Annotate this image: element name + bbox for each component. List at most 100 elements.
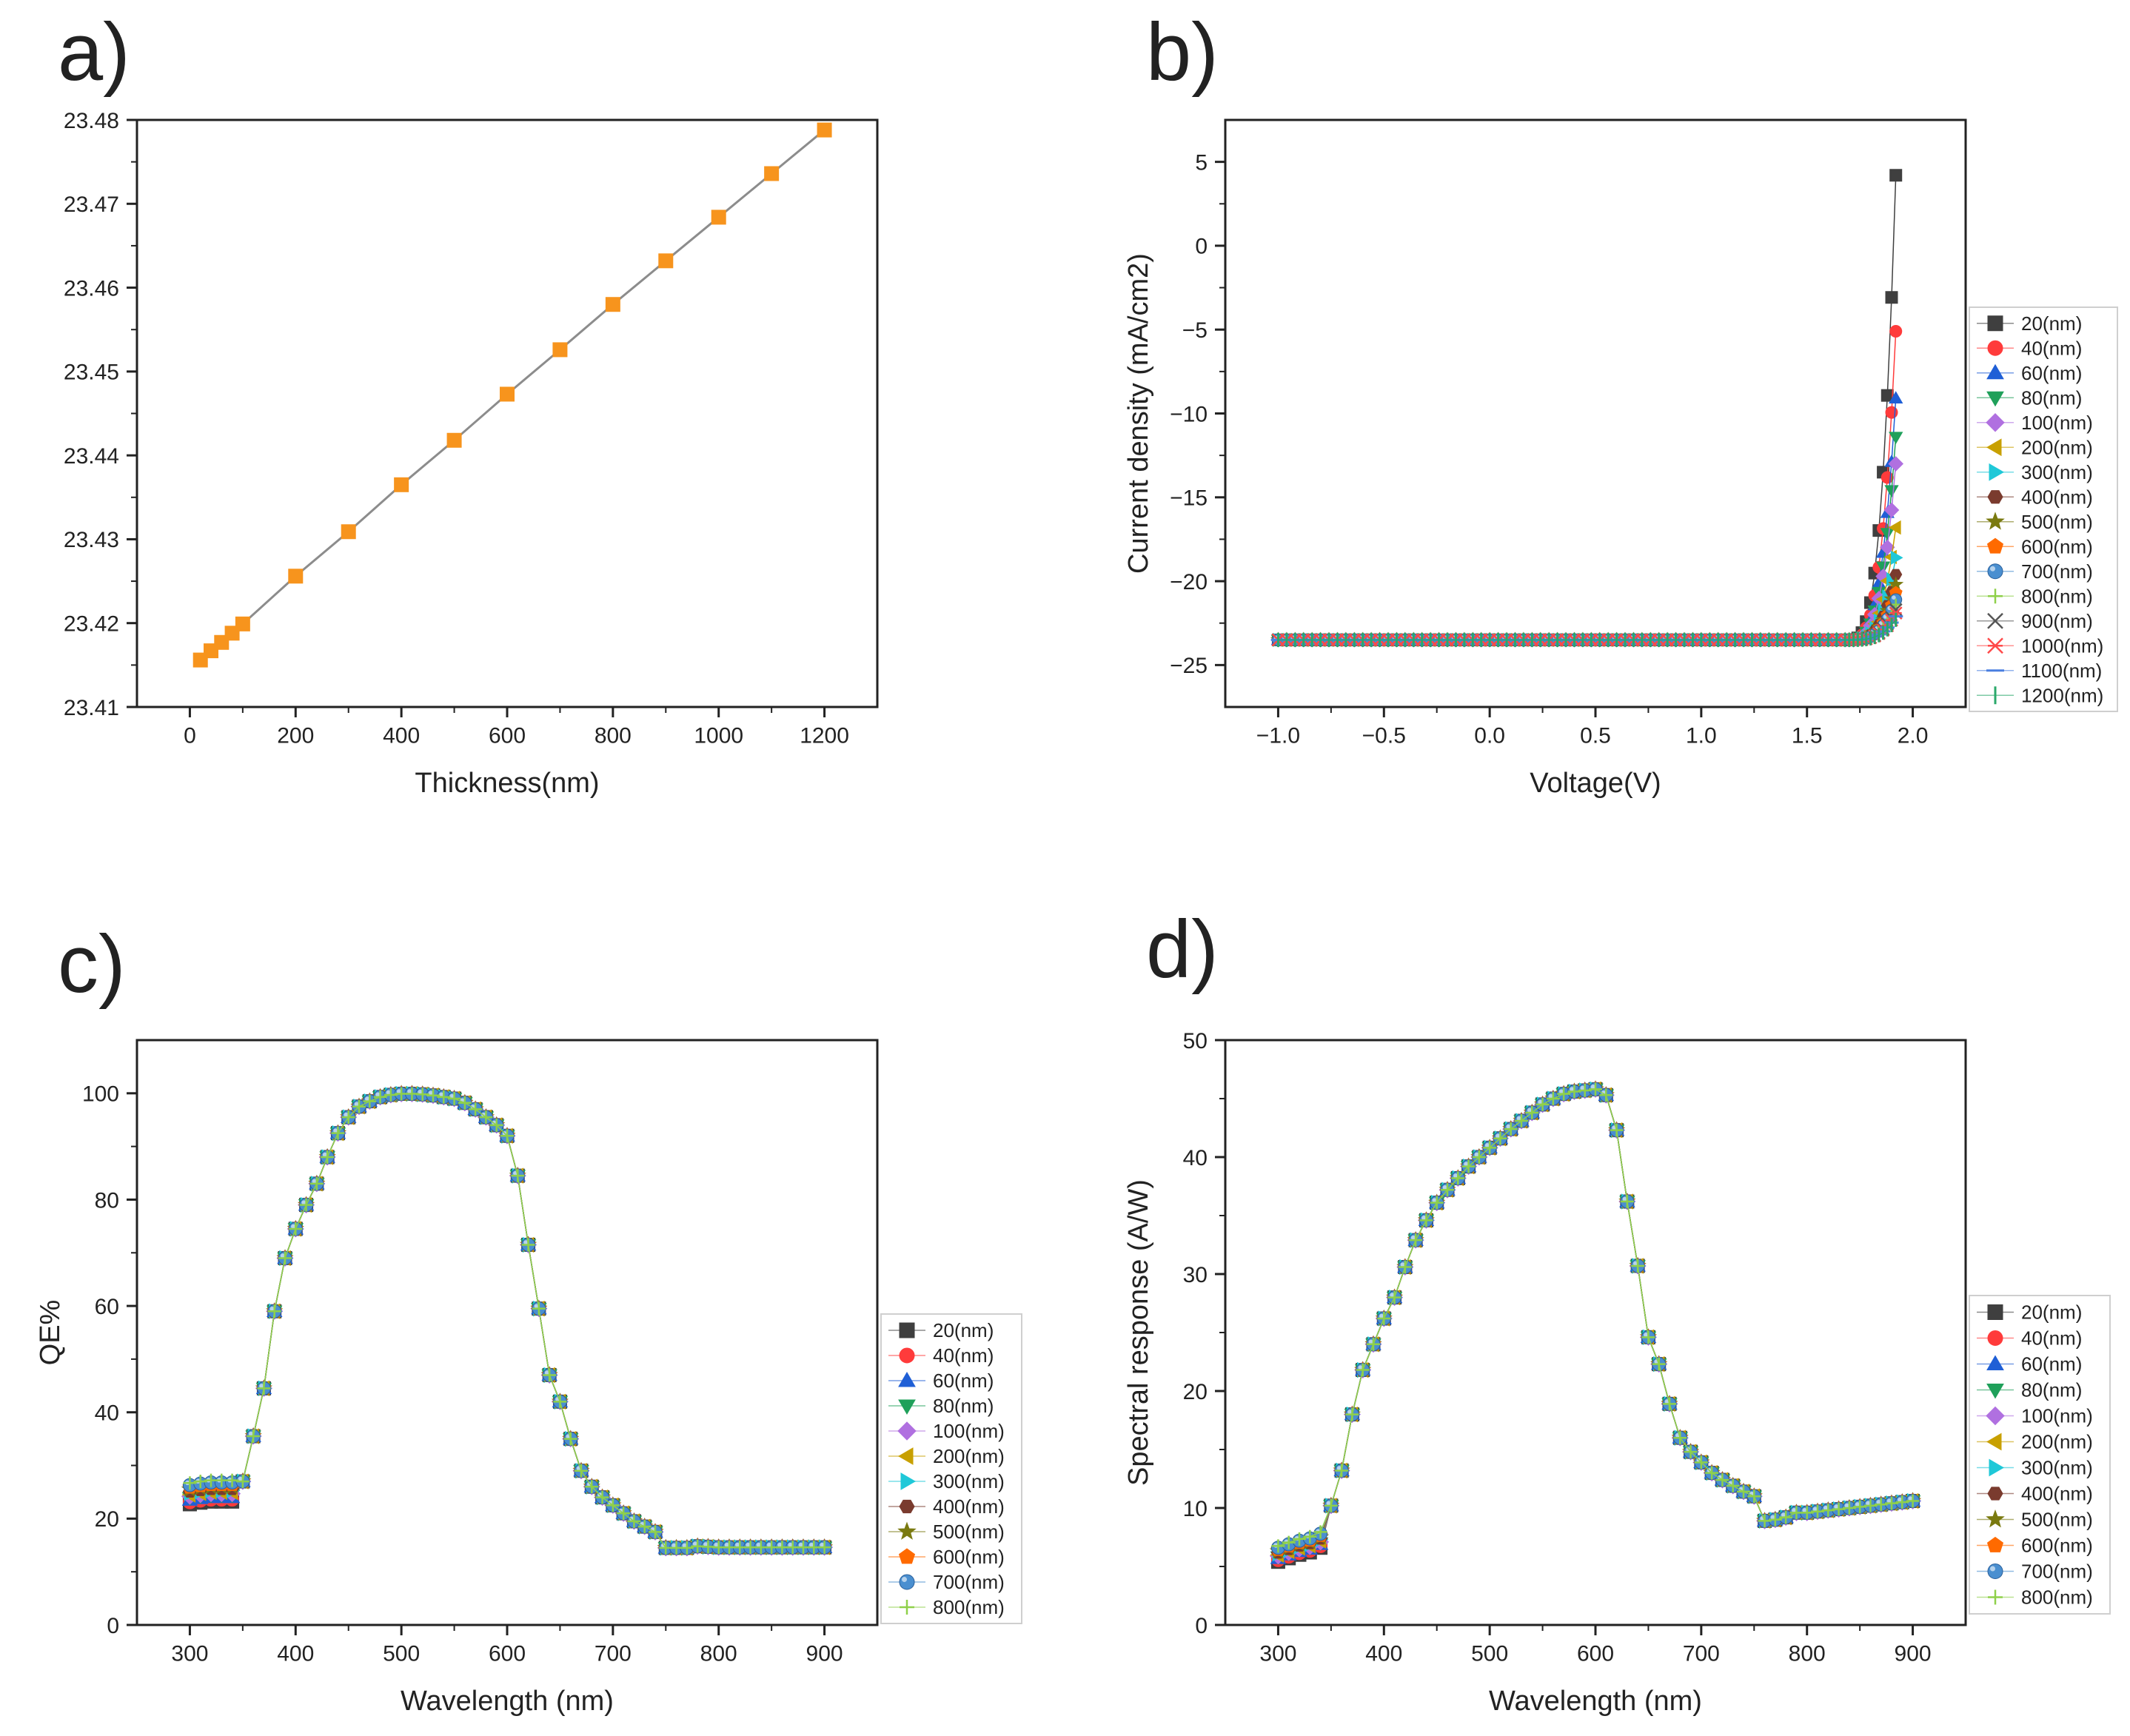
y-tick-label: 23.43: [64, 528, 119, 552]
data-point: [1811, 1504, 1824, 1518]
legend-label: 400(nm): [933, 1495, 1005, 1518]
legend-marker: [899, 1322, 915, 1338]
legend-marker: [1988, 589, 2003, 604]
y-tick-label: −5: [1182, 318, 1208, 343]
data-point: [458, 1096, 472, 1110]
data-point: [553, 1395, 567, 1409]
legend-item: 60(nm): [1977, 362, 2082, 384]
x-tick-label: 400: [1365, 1642, 1402, 1666]
data-point: [489, 1118, 503, 1132]
data-point: [278, 1251, 292, 1265]
data-point: [299, 1198, 313, 1212]
legend-item: 80(nm): [888, 1395, 994, 1417]
legend-item: 700(nm): [888, 1571, 1005, 1593]
legend-item: 400(nm): [1977, 1483, 2093, 1505]
series-markers: [1270, 520, 1901, 648]
legend-label: 500(nm): [2021, 1509, 2093, 1531]
series-line: [1278, 398, 1897, 641]
legend-item: 100(nm): [888, 1420, 1005, 1442]
y-tick-label: 23.41: [64, 696, 119, 720]
data-point: [1419, 1213, 1433, 1227]
series-markers: [1270, 1081, 1921, 1564]
legend-label: 900(nm): [2021, 610, 2093, 632]
data-point: [617, 1507, 631, 1521]
panel-label-b: b): [1146, 7, 1219, 98]
data-point: [479, 1110, 493, 1125]
legend-item: 1000(nm): [1977, 634, 2103, 657]
legend-label: 40(nm): [2021, 1327, 2082, 1350]
data-point: [764, 166, 780, 181]
legend-item: 100(nm): [1977, 1405, 2093, 1427]
series-line: [1278, 331, 1897, 641]
legend-item: 800(nm): [888, 1596, 1005, 1618]
x-tick-label: 800: [595, 724, 632, 748]
data-point: [1313, 1525, 1327, 1539]
data-point: [1890, 550, 1903, 566]
y-tick-label: 23.48: [64, 109, 119, 133]
legend-marker: [1987, 490, 2003, 504]
data-point: [426, 1088, 440, 1102]
data-point: [1889, 432, 1903, 445]
legend-label: 200(nm): [2021, 1431, 2093, 1453]
data-point: [247, 1430, 261, 1444]
data-point: [1705, 1466, 1719, 1480]
legend-marker: [898, 1399, 916, 1415]
data-point: [1747, 1489, 1761, 1504]
series-markers: [1270, 1082, 1920, 1569]
data-point: [1578, 1083, 1592, 1097]
legend-label: 400(nm): [2021, 1483, 2093, 1505]
legend-label: 20(nm): [933, 1319, 994, 1341]
legend-item: 20(nm): [888, 1319, 994, 1341]
legend-marker: [1987, 612, 2003, 629]
y-tick-label: −15: [1170, 486, 1208, 511]
data-point: [1768, 1512, 1782, 1526]
legend-marker: [1987, 1330, 2003, 1346]
data-point: [1888, 520, 1901, 535]
y-tick-label: 23.46: [64, 276, 119, 301]
data-point: [606, 1498, 620, 1512]
legend-marker: [1986, 1406, 2005, 1426]
legend-item: 200(nm): [1977, 436, 2093, 458]
legend-item: 40(nm): [1977, 1327, 2082, 1350]
legend-item: 400(nm): [888, 1495, 1005, 1518]
legend-marker: [897, 1521, 917, 1540]
legend-label: 700(nm): [933, 1571, 1005, 1593]
data-point: [437, 1090, 451, 1104]
series-markers: [1270, 391, 1903, 646]
legend-marker: [1986, 1355, 2004, 1370]
series-line: [1278, 1088, 1913, 1563]
series-markers: [1269, 1080, 1922, 1559]
data-point: [1652, 1357, 1666, 1371]
x-tick-label: 300: [1259, 1642, 1296, 1666]
series-markers: [182, 1087, 832, 1555]
series-line: [190, 1093, 825, 1549]
data-point: [1884, 485, 1899, 498]
data-point: [1641, 1330, 1655, 1344]
y-axis-label: QE%: [35, 1300, 66, 1366]
legend-item: 900(nm): [1977, 610, 2093, 632]
legend-label: 800(nm): [2021, 1586, 2093, 1609]
legend-marker: [897, 1421, 917, 1441]
legend-label: 40(nm): [933, 1344, 994, 1367]
legend-label: 40(nm): [2021, 337, 2082, 359]
legend-label: 60(nm): [2021, 1353, 2082, 1375]
legend-item: 300(nm): [1977, 461, 2093, 483]
series-line: [190, 1093, 825, 1549]
series-line: [1278, 1088, 1913, 1547]
x-axis-label: Thickness(nm): [415, 768, 599, 799]
legend-marker: [1986, 438, 2002, 457]
legend-marker: [1987, 637, 2003, 654]
data-point: [1880, 528, 1895, 540]
y-tick-label: 23.44: [64, 444, 119, 469]
legend-label: 80(nm): [933, 1395, 994, 1417]
data-point: [543, 1368, 557, 1382]
data-point: [1715, 1473, 1729, 1487]
legend-label: 600(nm): [2021, 535, 2093, 557]
legend-item: 500(nm): [1977, 511, 2093, 533]
data-point: [341, 524, 356, 540]
series-line: [1278, 557, 1897, 641]
legend-label: 300(nm): [933, 1470, 1005, 1492]
data-point: [1493, 1131, 1507, 1145]
legend-box: [880, 1313, 1022, 1624]
